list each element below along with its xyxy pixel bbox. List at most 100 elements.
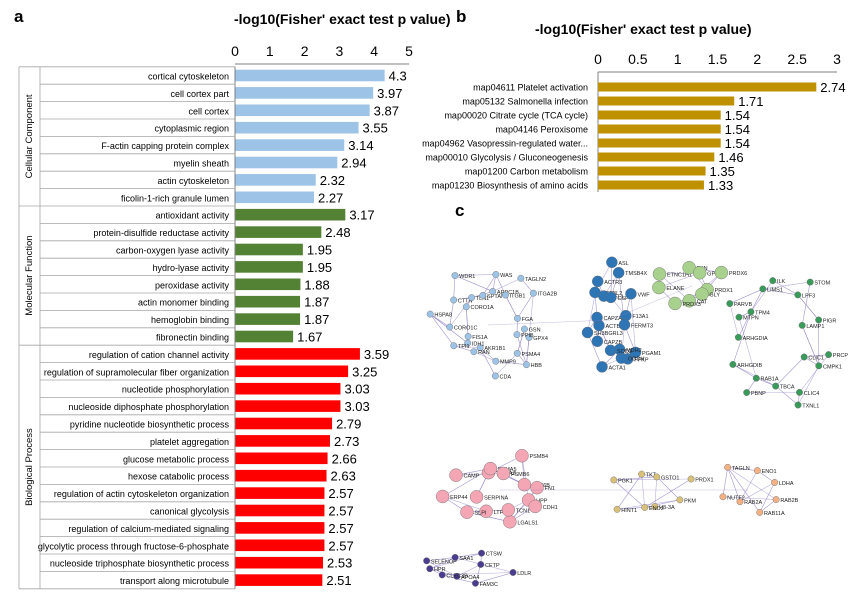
network-edge [617,506,655,510]
panel-b-value-label: 1.33 [708,178,733,193]
network-node-label: ASL [618,261,628,267]
network-node [682,294,696,308]
network-edge [613,476,657,481]
network-edge [775,385,799,406]
network-node-label: PRDX3 [683,302,701,308]
panel-b-axis-title: -log10(Fisher' exact test p value) [535,21,752,37]
network-node-label: ENO1 [762,469,777,475]
panel-a-category-label: cell cortex part [170,89,229,99]
network-node-label: HPP [536,499,548,505]
network-node [451,272,459,279]
network-node-label: GPX4 [533,336,548,342]
panel-b-tick-label: 0 [594,51,602,67]
panel-a-category-label: regulation of calcium-mediated signaling [68,524,229,534]
network-edge [516,334,527,365]
network-node-label: CLIC1 [808,355,824,361]
network-node-label: TCN1 [516,508,530,514]
network-node-label: PSMB6 [511,472,530,478]
network-edge [609,285,693,321]
network-edge [442,496,487,512]
panel-b-bar [598,110,721,120]
panel-a-bar [235,174,316,186]
network-node-label: PARVB [734,302,752,308]
network-node [492,357,500,365]
network-edge [587,332,603,367]
network-node [426,310,434,318]
network-node-label: PRDX1 [695,478,713,484]
network-node-label: FERMT3 [631,323,653,329]
network-node-label: CSF [617,296,629,302]
network-edge [727,467,777,500]
panel-b-category-label: map05132 Salmonella infection [462,97,588,107]
network-node [501,291,509,299]
panel-b-value-label: 1.54 [725,136,750,151]
panel-a-category-label: cortical cytoskeleton [148,72,229,82]
panel-a-value-label: 3.03 [344,399,369,414]
network-edge [449,297,472,328]
panel-a-bar [235,435,331,447]
network-node [771,479,779,486]
panel-a-bar [235,417,333,430]
network-node-label: APOA4 [461,575,479,581]
panel-a-bar [235,313,301,325]
network-node [726,300,734,307]
network-edge [630,293,636,353]
network-node-label: AKR1B1 [484,346,505,352]
network-node [736,498,744,506]
panel-b-bar-chart: 0 0.5 1 1.5 2 2.5 3 map04611 Platelet activatio… [422,51,846,193]
network-node-label: CORO1C [454,326,478,332]
network-node-label: ARHGDIB [737,363,762,369]
panel-a-bar [235,243,303,256]
network-edge [509,487,538,522]
panel-a-bar [235,504,325,517]
panel-a-bar [235,522,325,534]
network-edge [517,293,534,319]
network-edge [429,557,456,569]
network-node-label: CTSW [486,552,503,558]
panel-a-category-label: glycolytic process through fructose-6-ph… [38,541,229,551]
network-edge [799,354,829,393]
network-edge [426,557,456,562]
panel-a-category-label: nucleoside triphosphate biosynthetic pro… [50,559,230,569]
network-node [729,361,737,368]
panel-a-value-label: 2.63 [331,469,356,484]
network-edge [801,282,811,326]
network-node [759,285,767,293]
network-node-label: CAPZB [604,340,623,346]
network-edge [738,311,752,338]
panel-a-group-label: Biological Process [24,428,35,506]
network-node-label: TMSB4X [625,271,647,277]
panel-a-value-label: 2.94 [341,156,366,171]
panel-b-letter: b [456,7,466,26]
network-edge [610,262,613,298]
panel-a-bar [235,87,374,99]
network-node [496,466,511,481]
panel-a-value-label: 3.25 [352,364,377,379]
network-node [591,311,603,324]
network-node-label: HINT1 [621,508,637,514]
panel-a-letter: a [14,7,24,26]
panel-a-value-label: 1.87 [304,295,329,310]
network-node [692,266,707,280]
network-edge [759,499,777,513]
network-edge [729,303,739,338]
panel-a-category-label: transport along microtubule [120,576,229,586]
network-node-label: ARHGDIA [743,336,768,342]
network-node [513,349,521,357]
network-edge [656,476,681,501]
network-node [530,480,544,495]
panel-a-category-label: carbon-oxygen lyase activity [116,246,230,256]
panel-a-bar [235,139,345,151]
panel-a-value-label: 2.79 [336,417,361,432]
panel-a-bar [235,208,346,221]
network-node [469,490,484,504]
panel-a-category-label: peroxidase activity [155,280,230,290]
network-node [492,271,500,278]
network-node [483,461,498,476]
network-node [517,477,532,492]
network-node-label: RAB2A [744,500,762,506]
network-node [668,296,682,311]
network-node-label: PGK1 [618,478,633,484]
panel-a-category-label: hydro-lyase activity [152,263,229,273]
